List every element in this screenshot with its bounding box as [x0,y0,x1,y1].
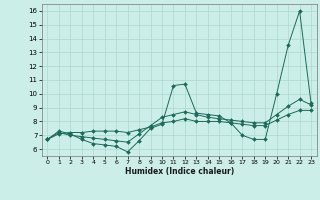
X-axis label: Humidex (Indice chaleur): Humidex (Indice chaleur) [124,167,234,176]
